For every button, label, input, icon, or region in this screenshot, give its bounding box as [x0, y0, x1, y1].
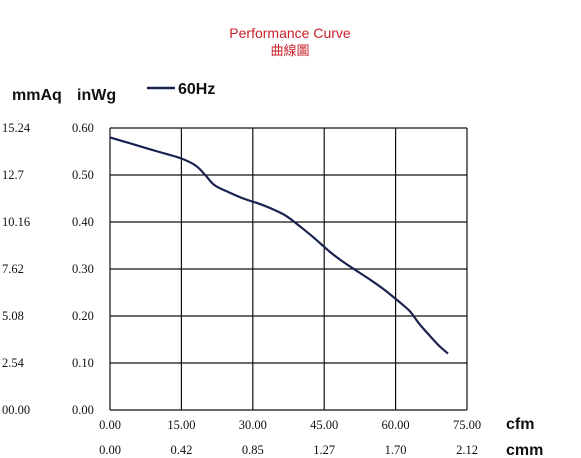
x-tick-labels: 0.00 0.00 15.00 0.42 30.00 0.85 45.00 1.27 60.00…: [99, 418, 481, 457]
x-tick-cfm: 45.00: [310, 418, 338, 432]
y-tick-inwg: 0.40: [72, 215, 94, 229]
y-unit-mmaq: mmAq: [12, 87, 62, 104]
y-tick-inwg: 0.10: [72, 356, 94, 370]
y-tick-mmaq: 2.54: [2, 356, 25, 370]
chart-title: Performance Curve: [229, 25, 351, 41]
y-unit-inwg: inWg: [77, 87, 116, 104]
y-tick-mmaq: 7.62: [2, 262, 24, 276]
y-tick-inwg: 0.60: [72, 121, 94, 135]
x-tick-cmm: 0.00: [99, 443, 121, 457]
series-layer: [109, 136, 449, 355]
legend-label: 60Hz: [178, 81, 215, 98]
y-tick-inwg: 0.50: [72, 168, 94, 182]
x-tick-cmm: 2.12: [456, 443, 478, 457]
x-tick-cfm: 75.00: [453, 418, 481, 432]
legend: 60Hz: [147, 81, 215, 98]
y-tick-mmaq: 15.24: [2, 121, 31, 135]
y-tick-mmaq: 5.08: [2, 309, 24, 323]
y-tick-mmaq: 00.00: [2, 403, 30, 417]
x-tick-cfm: 60.00: [382, 418, 410, 432]
chart-subtitle: 曲線圖: [270, 43, 309, 58]
x-unit-cfm: cfm: [506, 416, 534, 433]
y-tick-inwg: 0.20: [72, 309, 94, 323]
y-tick-mmaq: 10.16: [2, 215, 30, 229]
x-tick-cfm: 30.00: [239, 418, 267, 432]
x-tick-cmm: 0.85: [242, 443, 264, 457]
x-unit-cmm: cmm: [506, 442, 543, 458]
x-tick-cmm: 1.70: [385, 443, 407, 457]
y-tick-inwg: 0.00: [72, 403, 94, 417]
y-tick-mmaq: 12.7: [2, 168, 24, 182]
x-tick-cmm: 1.27: [313, 443, 335, 457]
x-tick-cmm: 0.42: [170, 443, 192, 457]
x-tick-cfm: 15.00: [167, 418, 195, 432]
x-tick-cfm: 0.00: [99, 418, 121, 432]
y-tick-inwg: 0.30: [72, 262, 94, 276]
chart-grid: [109, 127, 468, 411]
y-tick-labels: 00.00 0.00 2.54 0.10 5.08 0.20 7.62 0.30 10.16 0.…: [2, 121, 94, 417]
series-line-60hz: [109, 136, 449, 355]
